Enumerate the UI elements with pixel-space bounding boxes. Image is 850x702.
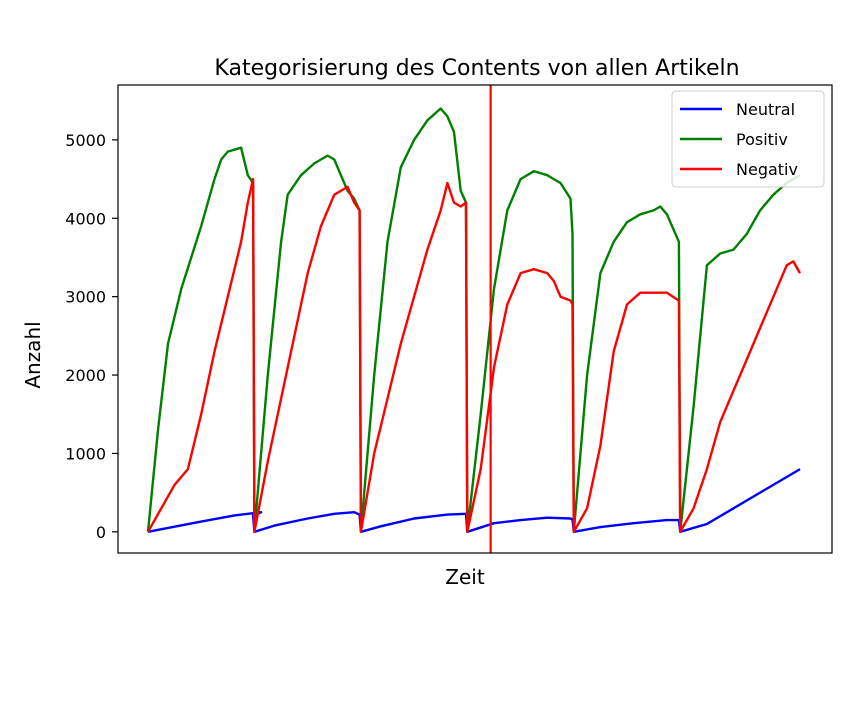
legend-label-neutral: Neutral — [736, 100, 795, 119]
axes-frame — [117, 84, 833, 554]
y-axis-label: Anzahl — [21, 321, 45, 388]
legend: Neutral Positiv Negativ — [671, 90, 825, 188]
axes-layer: 0 1000 2000 3000 4000 5000 — [65, 84, 833, 554]
legend-label-negativ: Negativ — [736, 160, 798, 179]
y-tick-label: 4000 — [65, 209, 106, 228]
y-tick-label: 3000 — [65, 288, 106, 307]
y-tick-label: 2000 — [65, 366, 106, 385]
y-tick-label: 5000 — [65, 131, 106, 150]
legend-label-positiv: Positiv — [736, 130, 788, 149]
series-line-negativ — [146, 177, 802, 533]
chart-title: Kategorisierung des Contents von allen A… — [214, 56, 739, 81]
y-tick-label: 0 — [96, 523, 106, 542]
x-axis-label: Zeit — [445, 565, 485, 589]
series-layer — [146, 85, 802, 553]
y-tick-label: 1000 — [65, 444, 106, 463]
legend-box — [671, 90, 825, 188]
